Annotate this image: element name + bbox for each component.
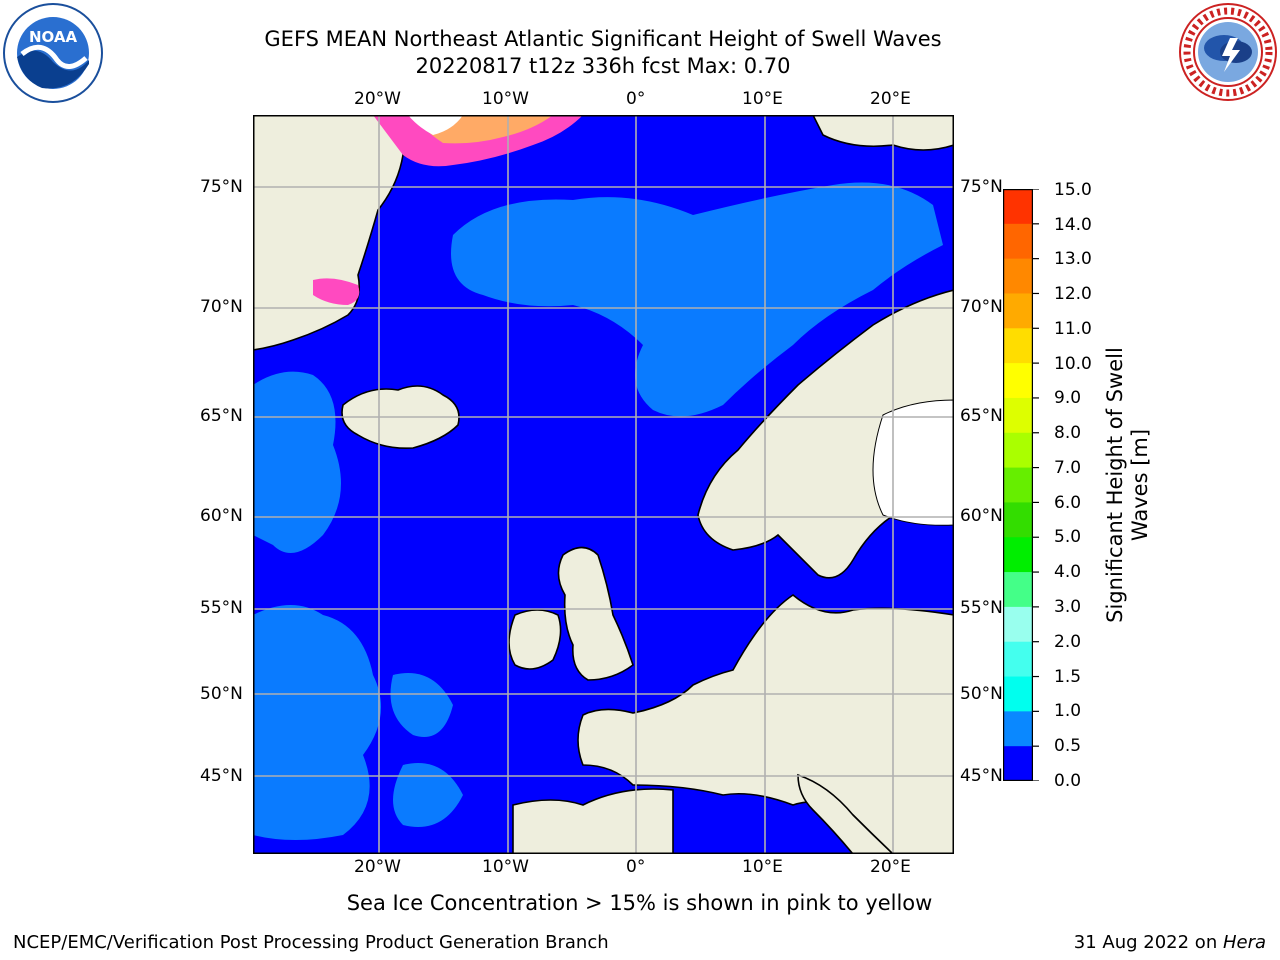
graticule — [253, 115, 954, 854]
no-data-region — [872, 399, 954, 526]
lat-tick-right: 65°N — [960, 406, 1003, 426]
lon-tick-top: 20°E — [870, 89, 911, 109]
lat-tick-left: 45°N — [200, 766, 243, 786]
colorbar-bin — [1003, 641, 1033, 678]
colorbar-tick: 4.0 — [1054, 562, 1082, 582]
colorbar-tick: 2.0 — [1054, 632, 1082, 652]
colorbar-bin — [1003, 432, 1033, 469]
colorbar-bin — [1003, 467, 1033, 503]
colorbar-tick: 6.0 — [1054, 493, 1082, 513]
colorbar — [1003, 189, 1039, 781]
colorbar-tick: 5.0 — [1054, 527, 1082, 547]
colorbar-tick: 1.5 — [1054, 667, 1082, 687]
colorbar-tick: 13.0 — [1054, 249, 1092, 269]
colorbar-bin — [1003, 606, 1033, 643]
colorbar-bin — [1003, 363, 1033, 399]
lon-tick-top: 0° — [626, 89, 646, 109]
lat-tick-left: 60°N — [200, 506, 243, 526]
colorbar-bin — [1003, 746, 1033, 781]
lat-tick-left: 65°N — [200, 406, 243, 426]
lon-tick-bottom: 20°E — [870, 857, 911, 877]
colorbar-bin — [1003, 258, 1033, 294]
colorbar-bin — [1003, 223, 1033, 260]
colorbar-bin — [1003, 572, 1033, 608]
colorbar-bin — [1003, 293, 1033, 329]
nws-logo — [1179, 3, 1277, 101]
colorbar-tick: 10.0 — [1054, 354, 1092, 374]
noaa-logo: NOAA — [3, 3, 103, 103]
lon-tick-top: 10°W — [482, 89, 529, 109]
colorbar-bin — [1003, 502, 1033, 538]
lon-tick-top: 10°E — [742, 89, 783, 109]
colorbar-bin — [1003, 189, 1033, 225]
colorbar-bin — [1003, 328, 1033, 364]
lon-tick-bottom: 10°E — [742, 857, 783, 877]
colorbar-tick: 14.0 — [1054, 215, 1092, 235]
colorbar-frame — [1003, 189, 1033, 781]
lat-tick-left: 70°N — [200, 297, 243, 317]
sea-ice-note: Sea Ice Concentration > 15% is shown in … — [346, 891, 933, 915]
map-frame — [253, 115, 954, 854]
colorbar-tick: 11.0 — [1054, 319, 1092, 339]
colorbar-bin — [1003, 397, 1033, 434]
colorbar-tick: 8.0 — [1054, 423, 1082, 443]
footer-machine: Hera — [1222, 932, 1266, 953]
lat-tick-right: 70°N — [960, 297, 1003, 317]
colorbar-tick: 12.0 — [1054, 284, 1092, 304]
colorbar-bin — [1003, 537, 1033, 573]
footer-credit: NCEP/EMC/Verification Post Processing Pr… — [13, 932, 609, 953]
colorbar-bin — [1003, 676, 1033, 712]
noaa-logo-text: NOAA — [29, 28, 78, 46]
lat-tick-right: 75°N — [960, 177, 1003, 197]
colorbar-tick: 3.0 — [1054, 597, 1082, 617]
lat-tick-left: 50°N — [200, 684, 243, 704]
lon-tick-top: 20°W — [354, 89, 401, 109]
colorbar-tick: 9.0 — [1054, 388, 1082, 408]
colorbar-tick: 0.0 — [1054, 771, 1082, 791]
colorbar-label: Significant Height of Swell Waves [m] — [1103, 347, 1152, 623]
lat-tick-right: 45°N — [960, 766, 1003, 786]
lat-tick-right: 60°N — [960, 506, 1003, 526]
colorbar-tick: 0.5 — [1054, 736, 1082, 756]
lon-tick-bottom: 20°W — [354, 857, 401, 877]
lon-tick-bottom: 0° — [626, 857, 646, 877]
map-panel — [253, 115, 954, 854]
sea-ice — [313, 115, 583, 305]
lat-tick-right: 55°N — [960, 598, 1003, 618]
colorbar-tick: 1.0 — [1054, 701, 1082, 721]
lat-tick-right: 50°N — [960, 684, 1003, 704]
lat-tick-left: 75°N — [200, 177, 243, 197]
footer-date-text: 31 Aug 2022 on — [1073, 932, 1223, 953]
lon-tick-bottom: 10°W — [482, 857, 529, 877]
footer-date: 31 Aug 2022 on Hera — [1074, 932, 1266, 953]
colorbar-tick: 15.0 — [1054, 180, 1092, 200]
lat-tick-left: 55°N — [200, 598, 243, 618]
colorbar-bin — [1003, 711, 1033, 747]
colorbar-tick: 7.0 — [1054, 458, 1082, 478]
chart-title: GEFS MEAN Northeast Atlantic Significant… — [264, 27, 942, 51]
chart-subtitle: 20220817 t12z 336h fcst Max: 0.70 — [415, 54, 791, 78]
